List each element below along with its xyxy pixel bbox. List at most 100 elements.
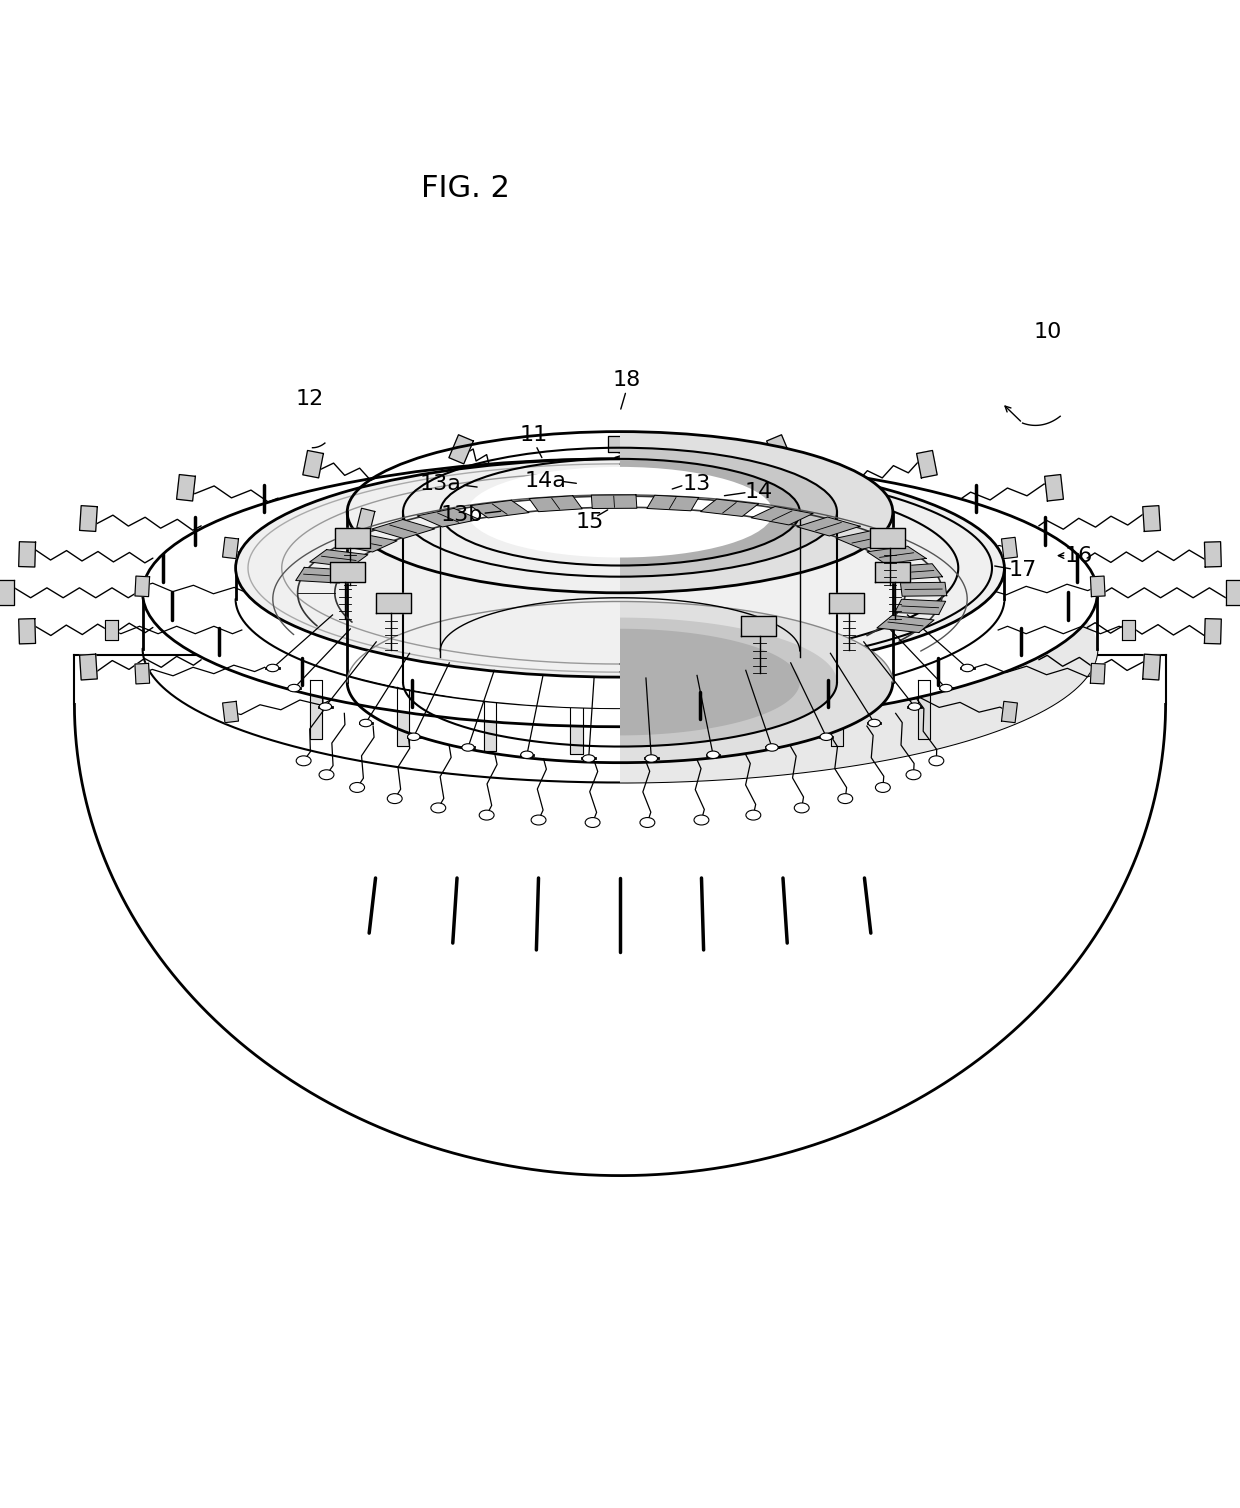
Polygon shape [1143, 654, 1161, 680]
Ellipse shape [906, 769, 921, 780]
Polygon shape [1225, 581, 1240, 605]
Polygon shape [135, 664, 150, 685]
Ellipse shape [868, 719, 880, 727]
Polygon shape [620, 458, 800, 736]
Polygon shape [866, 508, 883, 531]
Ellipse shape [319, 703, 331, 710]
Ellipse shape [267, 664, 279, 671]
Ellipse shape [961, 664, 973, 671]
Polygon shape [1122, 620, 1136, 639]
Polygon shape [697, 492, 719, 516]
Ellipse shape [875, 783, 890, 792]
Polygon shape [1143, 505, 1161, 531]
Polygon shape [591, 495, 637, 508]
Polygon shape [1204, 541, 1221, 567]
Polygon shape [742, 617, 776, 636]
Ellipse shape [585, 817, 600, 828]
Polygon shape [766, 434, 791, 464]
Polygon shape [797, 517, 861, 535]
Polygon shape [620, 431, 893, 763]
Polygon shape [330, 562, 365, 582]
Ellipse shape [461, 743, 474, 751]
Ellipse shape [795, 802, 810, 813]
Polygon shape [836, 531, 898, 549]
Ellipse shape [940, 685, 952, 692]
Polygon shape [830, 593, 864, 614]
Polygon shape [916, 451, 937, 478]
Ellipse shape [467, 467, 773, 558]
Polygon shape [0, 581, 15, 605]
Polygon shape [79, 654, 97, 680]
Polygon shape [484, 680, 496, 751]
Polygon shape [470, 501, 529, 517]
Polygon shape [751, 507, 812, 525]
Polygon shape [870, 528, 905, 547]
Polygon shape [620, 448, 837, 746]
Polygon shape [449, 434, 474, 464]
Polygon shape [608, 436, 632, 452]
Polygon shape [900, 582, 947, 596]
Ellipse shape [640, 817, 655, 828]
Text: 18: 18 [613, 369, 640, 389]
Polygon shape [397, 680, 409, 746]
Polygon shape [620, 458, 1097, 783]
Polygon shape [657, 680, 670, 754]
Polygon shape [877, 615, 934, 632]
Polygon shape [1090, 576, 1105, 597]
Text: 17: 17 [1009, 561, 1037, 581]
Polygon shape [223, 537, 238, 558]
Polygon shape [19, 541, 36, 567]
Text: 10: 10 [1034, 323, 1061, 342]
Ellipse shape [909, 703, 921, 710]
Polygon shape [417, 508, 479, 526]
Polygon shape [744, 680, 756, 751]
Ellipse shape [236, 478, 1004, 709]
Text: 13: 13 [683, 474, 711, 493]
Polygon shape [1002, 537, 1017, 558]
Text: 13a: 13a [419, 474, 461, 493]
Polygon shape [176, 475, 196, 501]
Ellipse shape [296, 756, 311, 766]
Polygon shape [223, 701, 238, 722]
Text: 14a: 14a [525, 470, 567, 492]
Polygon shape [310, 680, 322, 739]
Polygon shape [867, 546, 926, 564]
Ellipse shape [838, 793, 853, 804]
Polygon shape [79, 505, 97, 531]
Polygon shape [1204, 618, 1221, 644]
Ellipse shape [387, 793, 402, 804]
Polygon shape [19, 618, 36, 644]
Polygon shape [295, 567, 348, 584]
Ellipse shape [236, 458, 1004, 677]
Polygon shape [335, 534, 397, 552]
Ellipse shape [430, 802, 445, 813]
Ellipse shape [746, 810, 761, 820]
Ellipse shape [319, 769, 334, 780]
Ellipse shape [479, 810, 494, 820]
Polygon shape [521, 492, 543, 516]
Ellipse shape [288, 685, 300, 692]
Polygon shape [335, 528, 370, 547]
Polygon shape [647, 495, 698, 511]
Polygon shape [701, 499, 759, 516]
Ellipse shape [531, 814, 546, 825]
Polygon shape [1044, 475, 1064, 501]
Ellipse shape [408, 733, 420, 740]
Polygon shape [376, 593, 410, 614]
Ellipse shape [929, 756, 944, 766]
Polygon shape [74, 704, 1166, 1176]
Polygon shape [918, 680, 930, 739]
Ellipse shape [820, 733, 832, 740]
Polygon shape [529, 496, 583, 511]
Ellipse shape [694, 814, 709, 825]
Text: 16: 16 [1065, 546, 1092, 566]
Polygon shape [1090, 664, 1105, 685]
Polygon shape [831, 680, 843, 746]
Polygon shape [357, 508, 374, 531]
Ellipse shape [350, 783, 365, 792]
Polygon shape [372, 520, 435, 538]
Polygon shape [889, 564, 942, 581]
Text: 15: 15 [577, 513, 604, 532]
Polygon shape [570, 680, 583, 754]
Ellipse shape [360, 719, 372, 727]
